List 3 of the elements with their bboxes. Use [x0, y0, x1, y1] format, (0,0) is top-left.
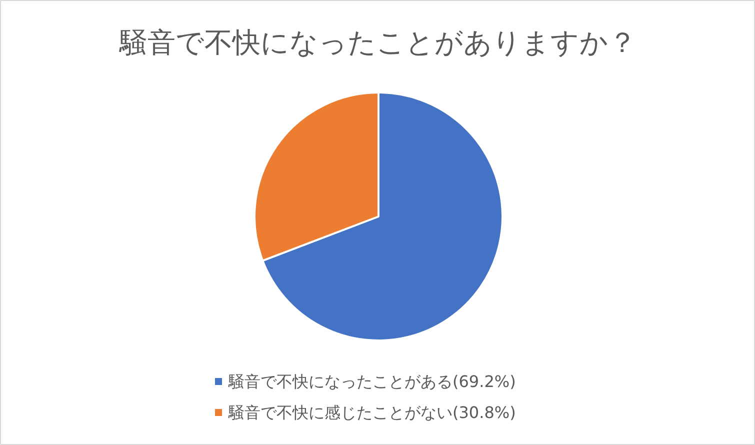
legend-label: 騒音で不快に感じたことがない(30.8%)	[228, 403, 516, 422]
legend-label: 騒音で不快になったことがある(69.2%)	[228, 372, 516, 391]
chart-title: 騒音で不快になったことがありますか？	[118, 26, 636, 59]
